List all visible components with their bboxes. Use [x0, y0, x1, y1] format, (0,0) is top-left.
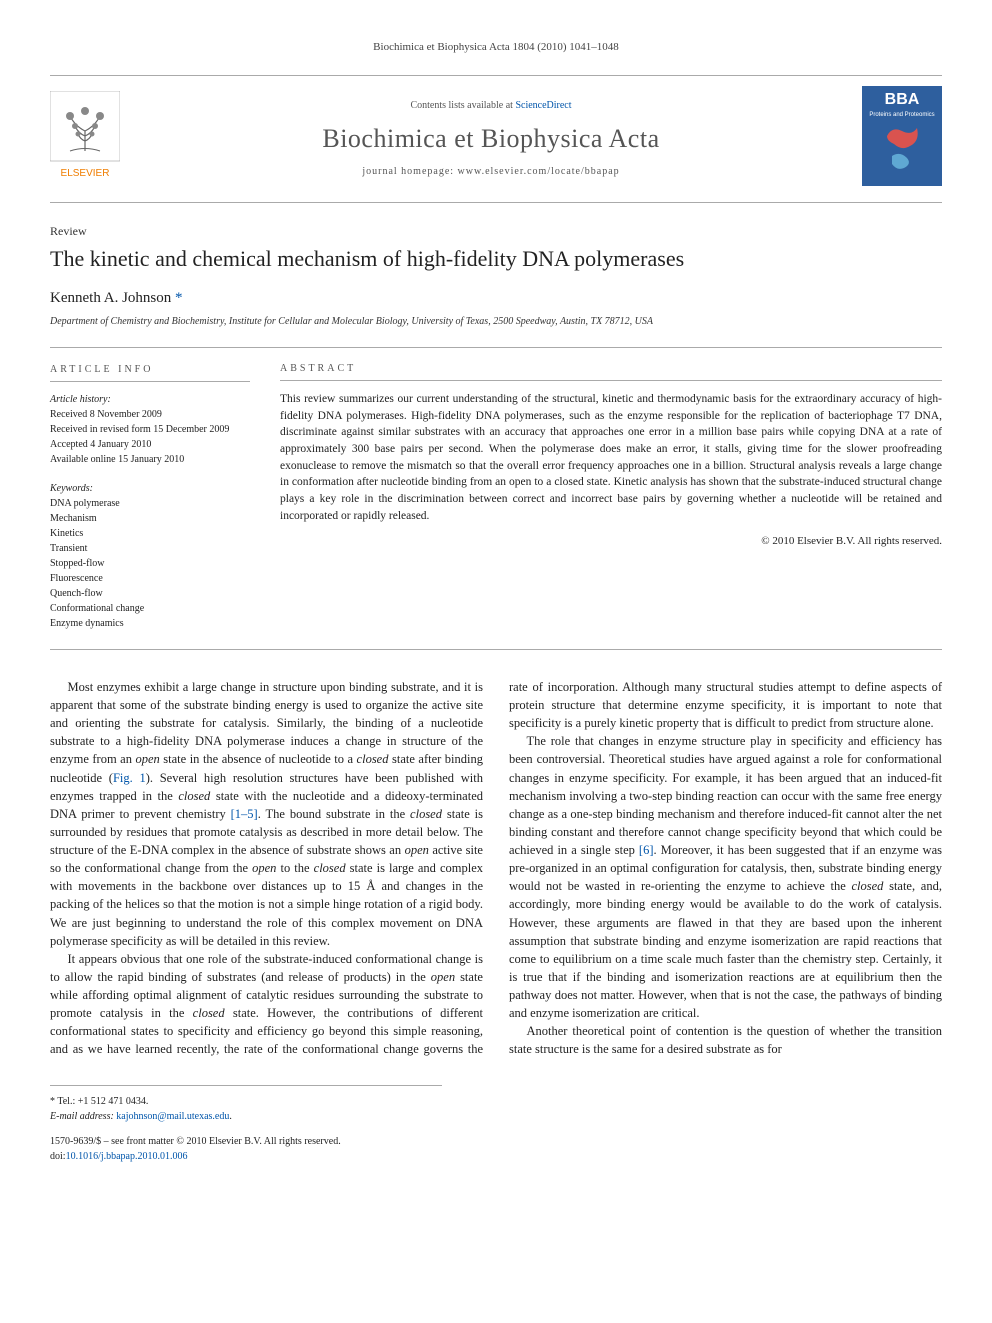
- email-link[interactable]: kajohnson@mail.utexas.edu: [116, 1111, 229, 1122]
- body-paragraph: The role that changes in enzyme structur…: [509, 732, 942, 1022]
- abstract-heading: ABSTRACT: [280, 362, 942, 381]
- journal-homepage-line: journal homepage: www.elsevier.com/locat…: [140, 165, 842, 179]
- article-type: Review: [50, 223, 942, 240]
- history-label: Article history:: [50, 392, 250, 407]
- history-online: Available online 15 January 2010: [50, 452, 250, 467]
- elsevier-tree-icon: ELSEVIER: [50, 91, 120, 181]
- keyword: DNA polymerase: [50, 496, 250, 511]
- keyword: Quench-flow: [50, 586, 250, 601]
- t: closed: [178, 789, 210, 803]
- corresponding-author-link[interactable]: *: [175, 290, 183, 306]
- keywords-label: Keywords:: [50, 481, 250, 496]
- article-info-column: ARTICLE INFO Article history: Received 8…: [50, 362, 250, 631]
- figure-ref-link[interactable]: Fig. 1: [113, 771, 146, 785]
- elsevier-logo: ELSEVIER: [50, 91, 120, 186]
- keyword: Conformational change: [50, 601, 250, 616]
- t: . The bound substrate in the: [258, 807, 410, 821]
- homepage-prefix: journal homepage:: [362, 166, 457, 177]
- t: open: [431, 970, 455, 984]
- doi-label: doi:: [50, 1151, 66, 1162]
- keyword: Kinetics: [50, 526, 250, 541]
- info-abstract-row: ARTICLE INFO Article history: Received 8…: [50, 347, 942, 650]
- bba-label: BBA: [885, 91, 920, 108]
- keyword: Transient: [50, 541, 250, 556]
- history-accepted: Accepted 4 January 2010: [50, 437, 250, 452]
- article-title: The kinetic and chemical mechanism of hi…: [50, 245, 942, 274]
- t: closed: [193, 1006, 225, 1020]
- bba-cover-icon: BBA Proteins and Proteomics: [862, 86, 942, 186]
- keywords-block: Keywords: DNA polymerase Mechanism Kinet…: [50, 481, 250, 631]
- affiliation: Department of Chemistry and Biochemistry…: [50, 315, 942, 329]
- running-head: Biochimica et Biophysica Acta 1804 (2010…: [50, 40, 942, 55]
- t: closed: [314, 861, 346, 875]
- citation-link[interactable]: [6]: [639, 843, 654, 857]
- sciencedirect-link[interactable]: ScienceDirect: [515, 100, 571, 111]
- abstract-copyright: © 2010 Elsevier B.V. All rights reserved…: [280, 534, 942, 549]
- author-line: Kenneth A. Johnson *: [50, 288, 942, 309]
- t: The role that changes in enzyme structur…: [509, 734, 942, 857]
- article-info-heading: ARTICLE INFO: [50, 362, 250, 382]
- citation-link[interactable]: [1–5]: [231, 807, 258, 821]
- t: It appears obvious that one role of the …: [50, 952, 483, 984]
- body-text: Most enzymes exhibit a large change in s…: [50, 678, 942, 1059]
- contents-prefix: Contents lists available at: [410, 100, 515, 111]
- t: state in the absence of nucleotide to a: [160, 752, 357, 766]
- bba-sublabel: Proteins and Proteomics: [869, 112, 934, 118]
- keyword: Enzyme dynamics: [50, 616, 250, 631]
- masthead-center: Contents lists available at ScienceDirec…: [140, 99, 842, 179]
- t: closed: [357, 752, 389, 766]
- corresponding-author-footnote: * Tel.: +1 512 471 0434.: [50, 1094, 442, 1109]
- keyword: Fluorescence: [50, 571, 250, 586]
- issn-line: 1570-9639/$ – see front matter © 2010 El…: [50, 1134, 442, 1149]
- doi-link[interactable]: 10.1016/j.bbapap.2010.01.006: [66, 1151, 188, 1162]
- keyword: Stopped-flow: [50, 556, 250, 571]
- abstract-text: This review summarizes our current under…: [280, 391, 942, 524]
- page: Biochimica et Biophysica Acta 1804 (2010…: [0, 0, 992, 1204]
- homepage-url: www.elsevier.com/locate/bbapap: [458, 166, 620, 177]
- contents-available-line: Contents lists available at ScienceDirec…: [140, 99, 842, 113]
- t: closed: [851, 879, 883, 893]
- t: open: [405, 843, 429, 857]
- history-revised: Received in revised form 15 December 200…: [50, 422, 250, 437]
- journal-name: Biochimica et Biophysica Acta: [140, 121, 842, 157]
- corr-tel: Tel.: +1 512 471 0434.: [55, 1096, 148, 1107]
- keyword: Mechanism: [50, 511, 250, 526]
- elsevier-wordmark: ELSEVIER: [61, 168, 110, 179]
- t: closed: [410, 807, 442, 821]
- t: open: [135, 752, 159, 766]
- email-line: E-mail address: kajohnson@mail.utexas.ed…: [50, 1109, 442, 1124]
- body-paragraph: Another theoretical point of contention …: [509, 1022, 942, 1058]
- author-name: Kenneth A. Johnson: [50, 290, 171, 306]
- t: to the: [276, 861, 313, 875]
- doi-line: doi:10.1016/j.bbapap.2010.01.006: [50, 1149, 442, 1164]
- bba-cover-thumbnail: BBA Proteins and Proteomics: [862, 86, 942, 191]
- footer-block: * Tel.: +1 512 471 0434. E-mail address:…: [50, 1085, 442, 1164]
- issn-doi-block: 1570-9639/$ – see front matter © 2010 El…: [50, 1134, 442, 1164]
- t: state, and, accordingly, more binding en…: [509, 879, 942, 1020]
- t: open: [252, 861, 276, 875]
- history-received: Received 8 November 2009: [50, 407, 250, 422]
- masthead: ELSEVIER Contents lists available at Sci…: [50, 75, 942, 202]
- body-paragraph: Most enzymes exhibit a large change in s…: [50, 678, 483, 950]
- email-label: E-mail address:: [50, 1111, 114, 1122]
- abstract-column: ABSTRACT This review summarizes our curr…: [280, 362, 942, 631]
